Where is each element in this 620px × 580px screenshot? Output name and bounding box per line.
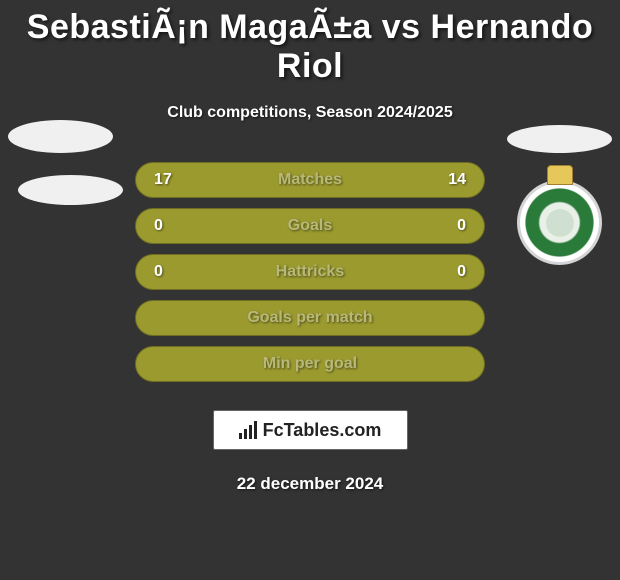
club-badge-inner	[546, 209, 574, 237]
player-avatar-left-2	[18, 175, 123, 205]
stat-label: Hattricks	[163, 263, 457, 281]
stat-label: Matches	[172, 171, 448, 189]
stat-row-matches: 17 Matches 14	[135, 162, 485, 198]
stat-row-hattricks: 0 Hattricks 0	[135, 254, 485, 290]
stat-row-goals: 0 Goals 0	[135, 208, 485, 244]
stat-right-value: 14	[448, 171, 466, 189]
comparison-title: SebastiÃ¡n MagaÃ±a vs Hernando Riol	[0, 0, 620, 86]
stat-left-value: 0	[154, 217, 163, 235]
stat-row-min-per-goal: Min per goal	[135, 346, 485, 382]
stat-label: Min per goal	[154, 355, 466, 373]
stat-label: Goals	[163, 217, 457, 235]
stat-left-value: 17	[154, 171, 172, 189]
player-avatar-left-1	[8, 120, 113, 153]
stat-right-value: 0	[457, 217, 466, 235]
player-avatar-right-1	[507, 125, 612, 153]
logo-bar: FcTables.com	[213, 410, 408, 450]
stat-right-value: 0	[457, 263, 466, 281]
logo-text: FcTables.com	[263, 420, 382, 441]
club-badge-right	[517, 180, 602, 265]
stat-left-value: 0	[154, 263, 163, 281]
stat-row-goals-per-match: Goals per match	[135, 300, 485, 336]
chart-icon	[239, 421, 259, 439]
subtitle: Club competitions, Season 2024/2025	[0, 104, 620, 122]
stat-label: Goals per match	[154, 309, 466, 327]
date-text: 22 december 2024	[0, 474, 620, 494]
